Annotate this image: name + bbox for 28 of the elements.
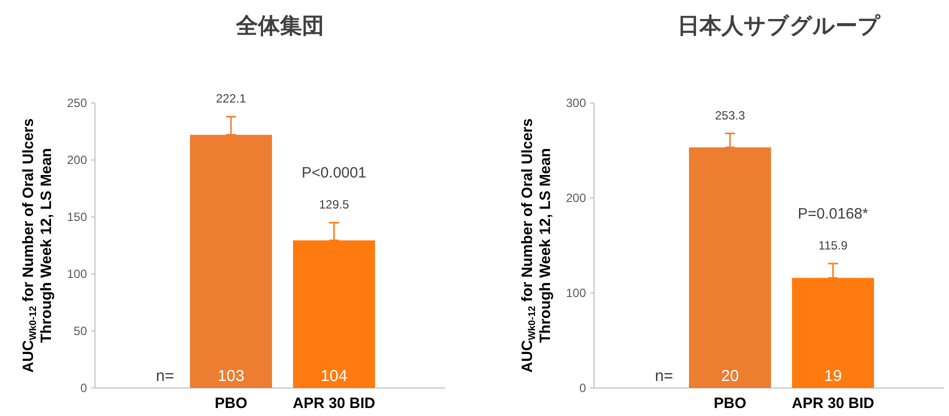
x-tick-label: APR 30 BID <box>792 395 874 412</box>
x-tick-label: PBO <box>714 395 747 412</box>
y-tick-label: 100 <box>566 286 586 300</box>
y-tick-label: 200 <box>566 191 586 205</box>
data-label: 253.3 <box>714 108 746 122</box>
chart-title: 全体集団 <box>235 13 324 38</box>
y-tick-label: 50 <box>74 324 88 338</box>
y-tick-label: 300 <box>566 96 586 110</box>
annotation: 20 <box>721 368 739 385</box>
y-tick-label: 250 <box>66 96 88 110</box>
y-tick-label: 0 <box>80 381 88 395</box>
y-tick-label: 100 <box>66 267 88 281</box>
annotation: P=0.0168* <box>798 206 868 223</box>
data-label: 129.5 <box>318 198 350 212</box>
y-tick-label: 0 <box>579 381 586 395</box>
annotation: 104 <box>320 368 348 385</box>
y-tick-label: 150 <box>66 210 88 224</box>
annotation: n= <box>654 368 674 385</box>
x-tick-label: PBO <box>214 395 248 412</box>
annotation: 19 <box>824 368 842 385</box>
x-tick-label: APR 30 BID <box>292 395 376 412</box>
data-label: 222.1 <box>216 92 246 106</box>
y-tick-label: 200 <box>66 153 88 167</box>
data-label: 115.9 <box>818 238 848 253</box>
chart-title: 日本人サブグループ <box>678 13 880 38</box>
annotation: P<0.0001 <box>302 164 366 182</box>
annotation: n= <box>156 368 174 385</box>
annotation: 103 <box>218 368 244 385</box>
